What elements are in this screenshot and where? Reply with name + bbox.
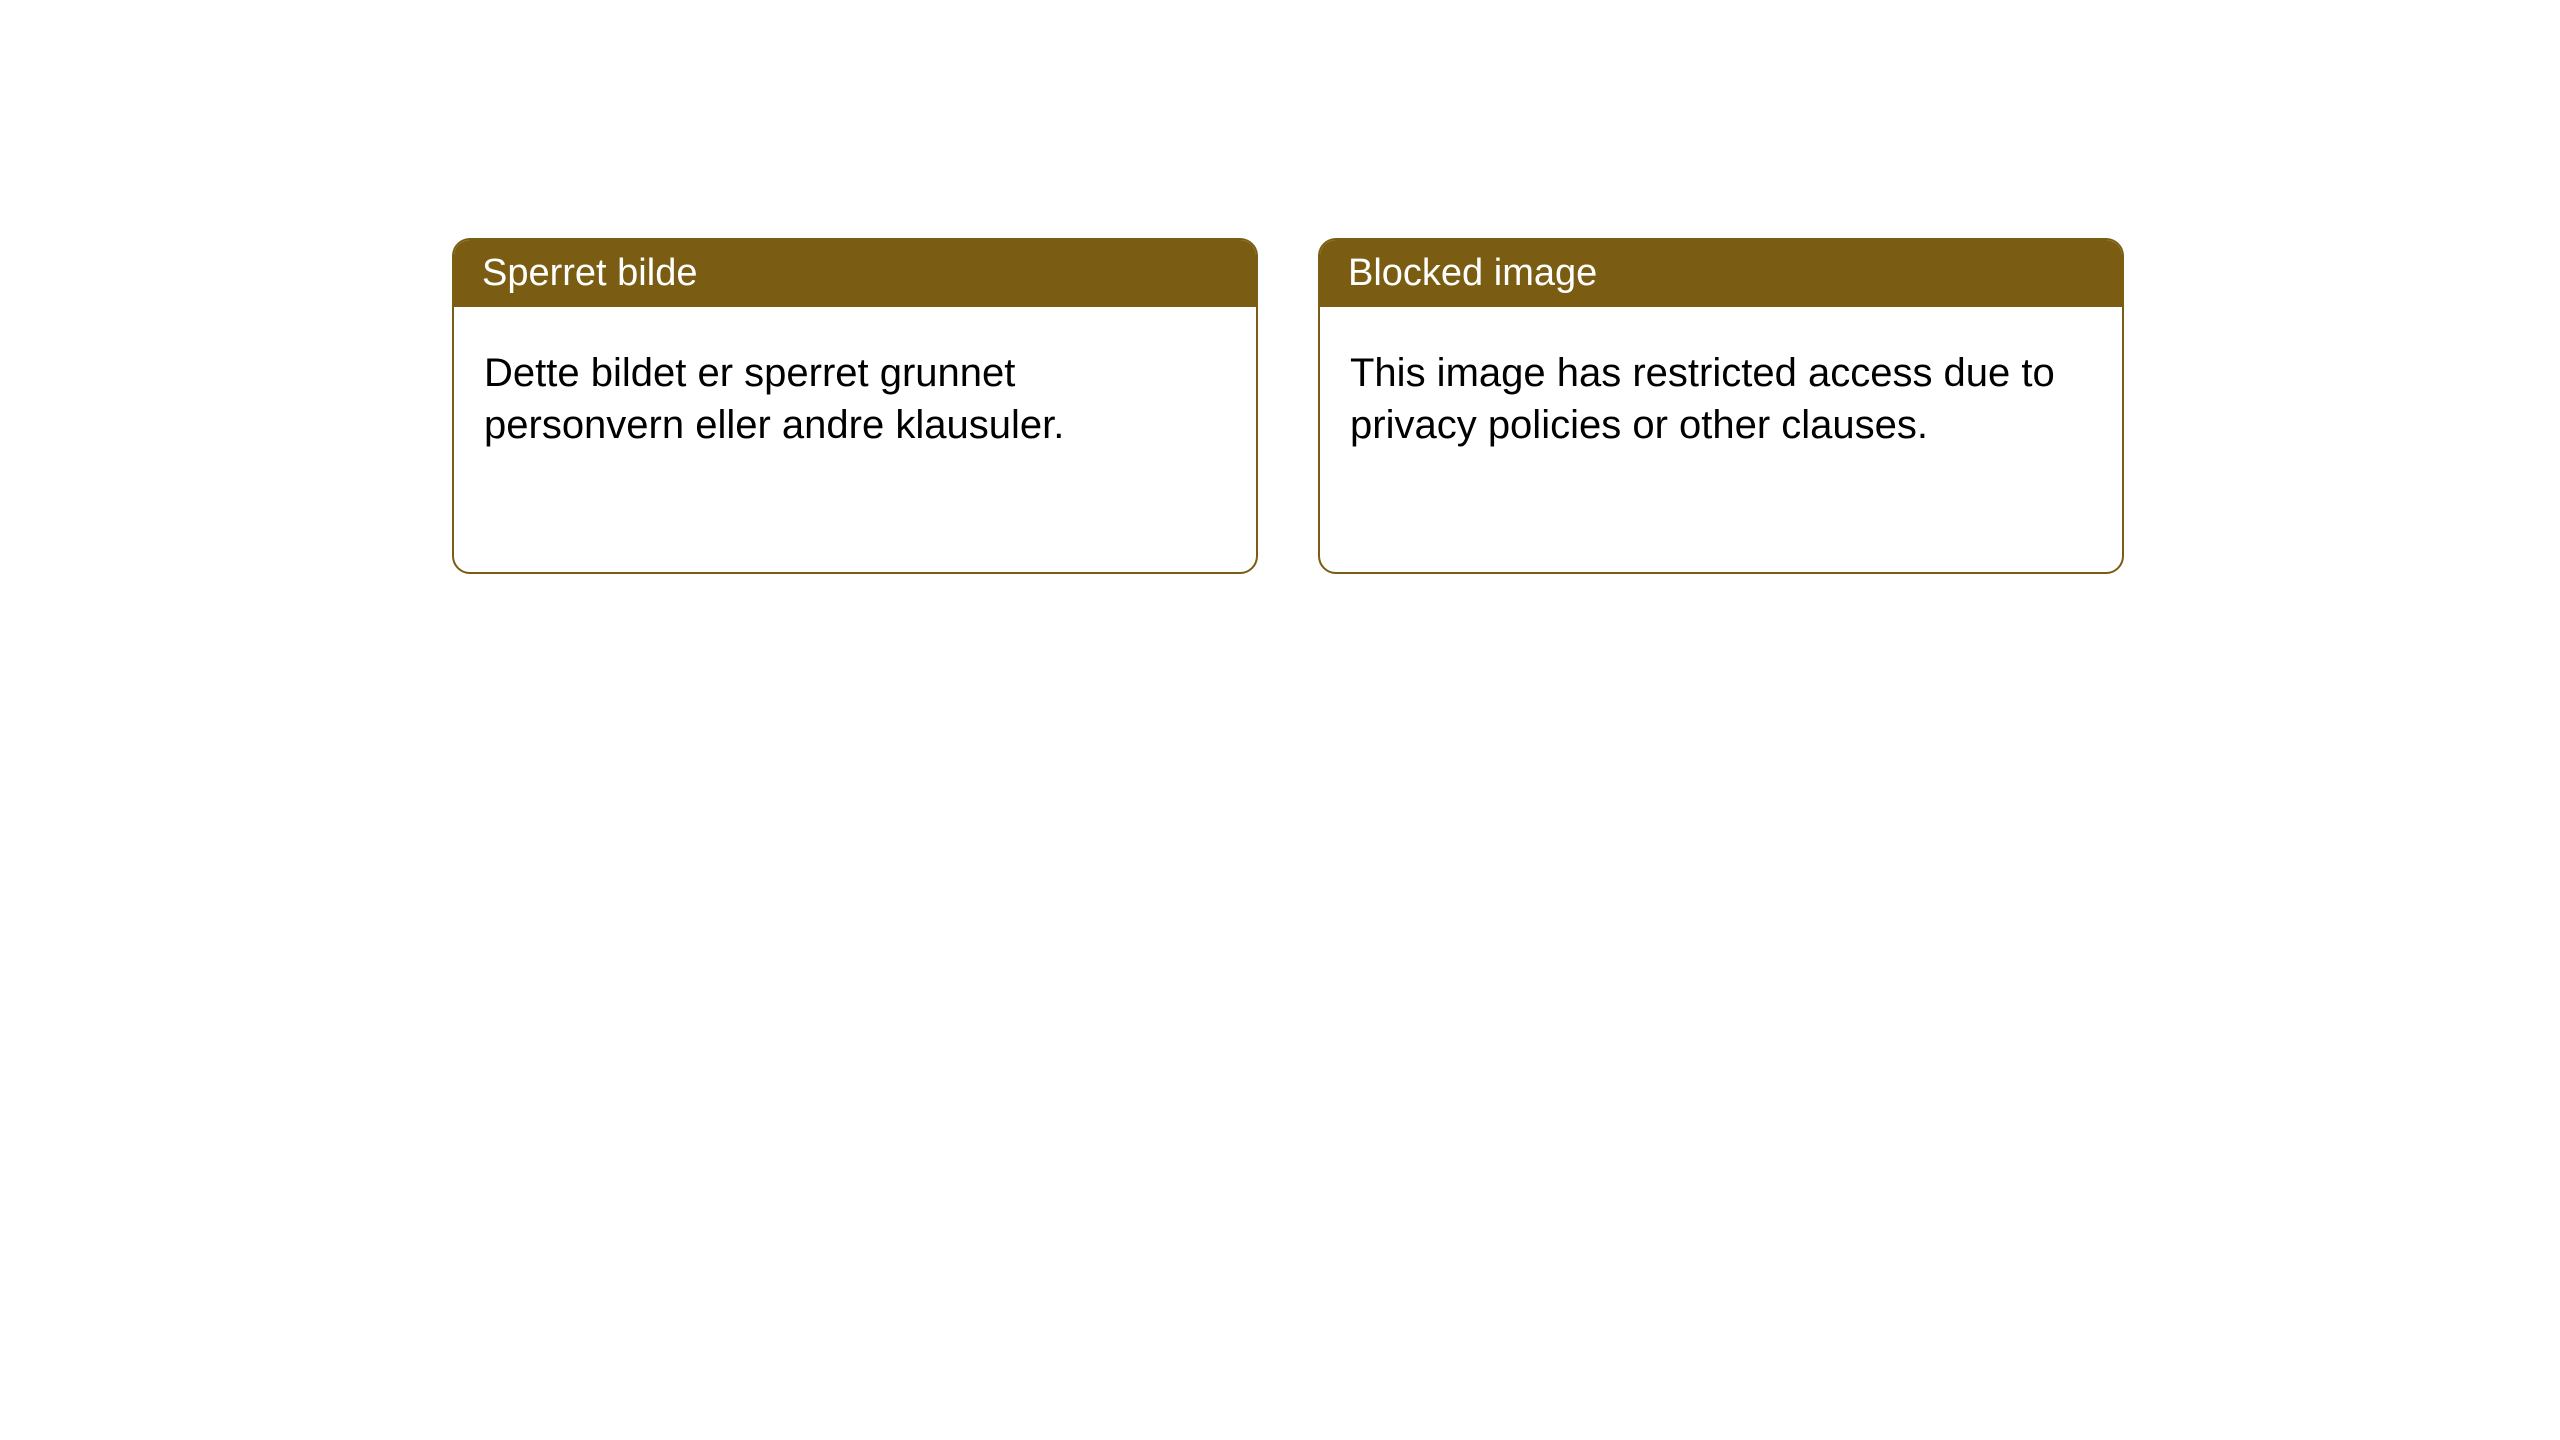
notice-box-english: Blocked image This image has restricted … [1318, 238, 2124, 574]
notices-container: Sperret bilde Dette bildet er sperret gr… [0, 0, 2560, 574]
notice-body: Dette bildet er sperret grunnet personve… [454, 307, 1256, 491]
notice-body: This image has restricted access due to … [1320, 307, 2122, 491]
notice-header: Blocked image [1320, 240, 2122, 307]
notice-body-text: This image has restricted access due to … [1350, 351, 2055, 447]
notice-box-norwegian: Sperret bilde Dette bildet er sperret gr… [452, 238, 1258, 574]
notice-header: Sperret bilde [454, 240, 1256, 307]
notice-body-text: Dette bildet er sperret grunnet personve… [484, 351, 1064, 447]
notice-title: Sperret bilde [482, 252, 697, 294]
notice-title: Blocked image [1348, 252, 1597, 294]
